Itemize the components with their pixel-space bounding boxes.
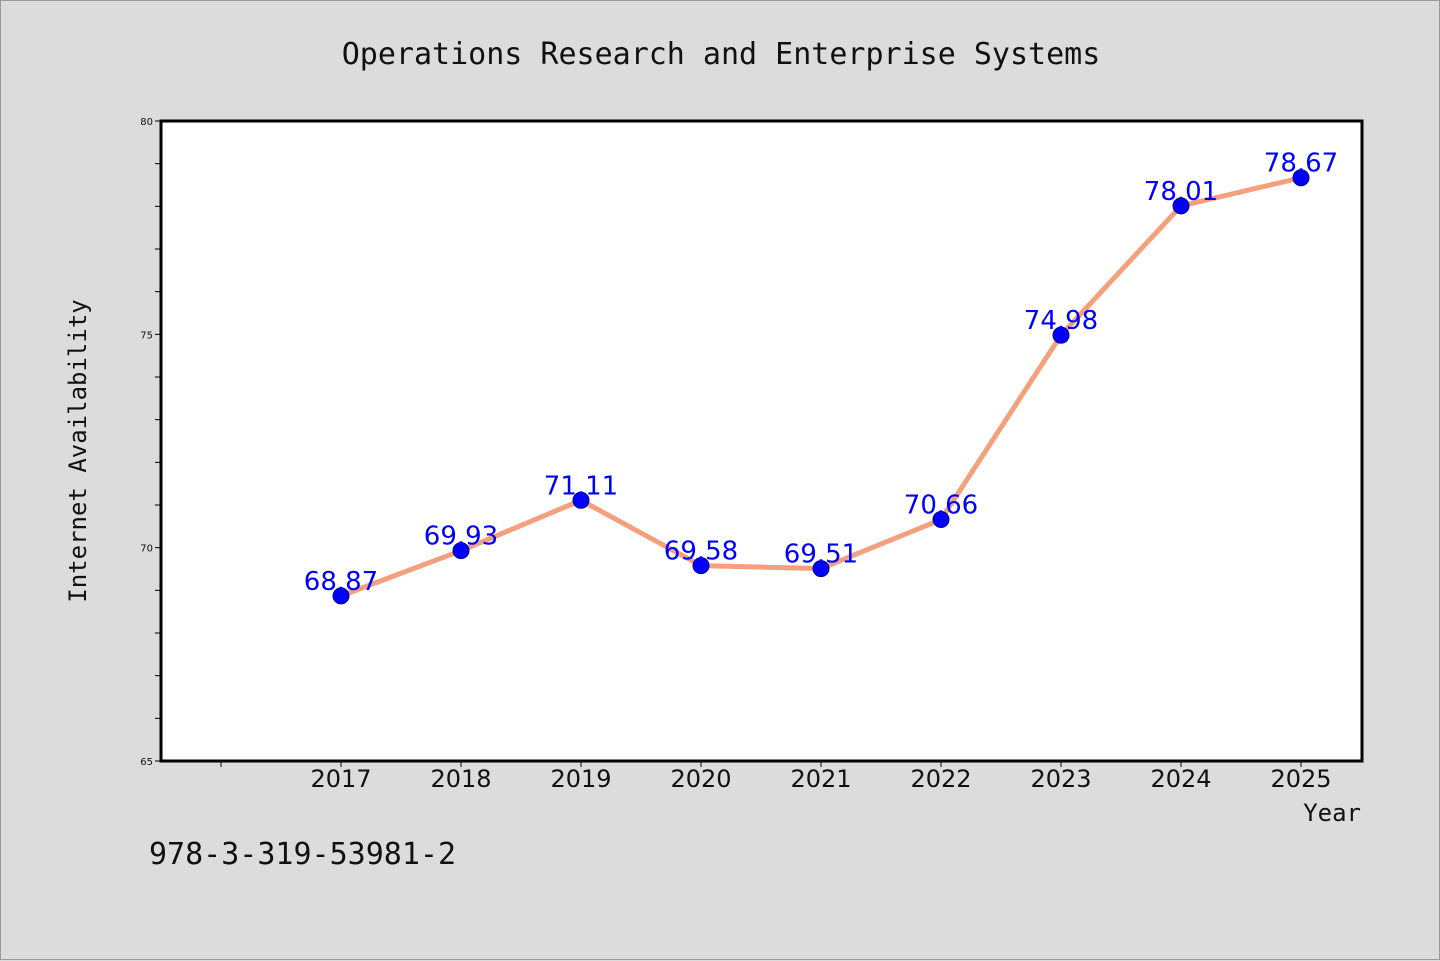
data-point (452, 542, 470, 560)
data-point (332, 587, 350, 605)
x-axis-label: Year (1303, 799, 1361, 827)
markers-group (332, 169, 1310, 605)
y-tick-label: 65 (140, 757, 153, 768)
data-label: 74.98 (1024, 306, 1098, 336)
data-point (812, 560, 830, 578)
data-label: 68.87 (304, 567, 378, 597)
data-label: 70.66 (904, 491, 978, 521)
chart-title: Operations Research and Enterprise Syste… (342, 37, 1101, 72)
x-tick-label: 2020 (670, 765, 731, 793)
x-tick-label: 2017 (310, 765, 371, 793)
data-label: 69.51 (784, 540, 858, 570)
x-tick-label: 2023 (1030, 765, 1091, 793)
y-tick-label: 70 (140, 544, 153, 555)
x-axis: 2017 2018 2019 2020 2021 2022 2023 2024 2025 (220, 761, 1332, 793)
x-tick-label: 2019 (550, 765, 611, 793)
y-axis: 65 70 75 80 (140, 117, 161, 768)
data-label: 69.93 (424, 522, 498, 552)
data-point (1172, 197, 1190, 215)
data-labels-group: 68.87 69.93 71.11 69.58 69.51 70.66 74.98 78.01… (304, 149, 1338, 597)
y-axis-label: Internet Availability (64, 299, 92, 602)
x-tick-label: 2022 (910, 765, 971, 793)
x-tick-label: 2021 (790, 765, 851, 793)
data-point (1052, 326, 1070, 344)
plot-area (159, 119, 1364, 763)
data-label: 78.01 (1144, 177, 1218, 207)
isbn-footnote: 978-3-319-53981-2 (149, 837, 456, 872)
data-point (932, 511, 950, 529)
data-label: 71.11 (544, 471, 618, 501)
y-tick-label: 75 (140, 330, 153, 341)
data-point (692, 557, 710, 575)
data-point (572, 491, 590, 509)
x-tick-label: 2025 (1270, 765, 1331, 793)
x-tick-label: 2024 (1150, 765, 1211, 793)
x-tick-label: 2018 (430, 765, 491, 793)
data-label: 78.67 (1264, 149, 1338, 179)
y-tick-label: 80 (140, 117, 153, 128)
data-point (1292, 169, 1310, 187)
data-label: 69.58 (664, 537, 738, 567)
